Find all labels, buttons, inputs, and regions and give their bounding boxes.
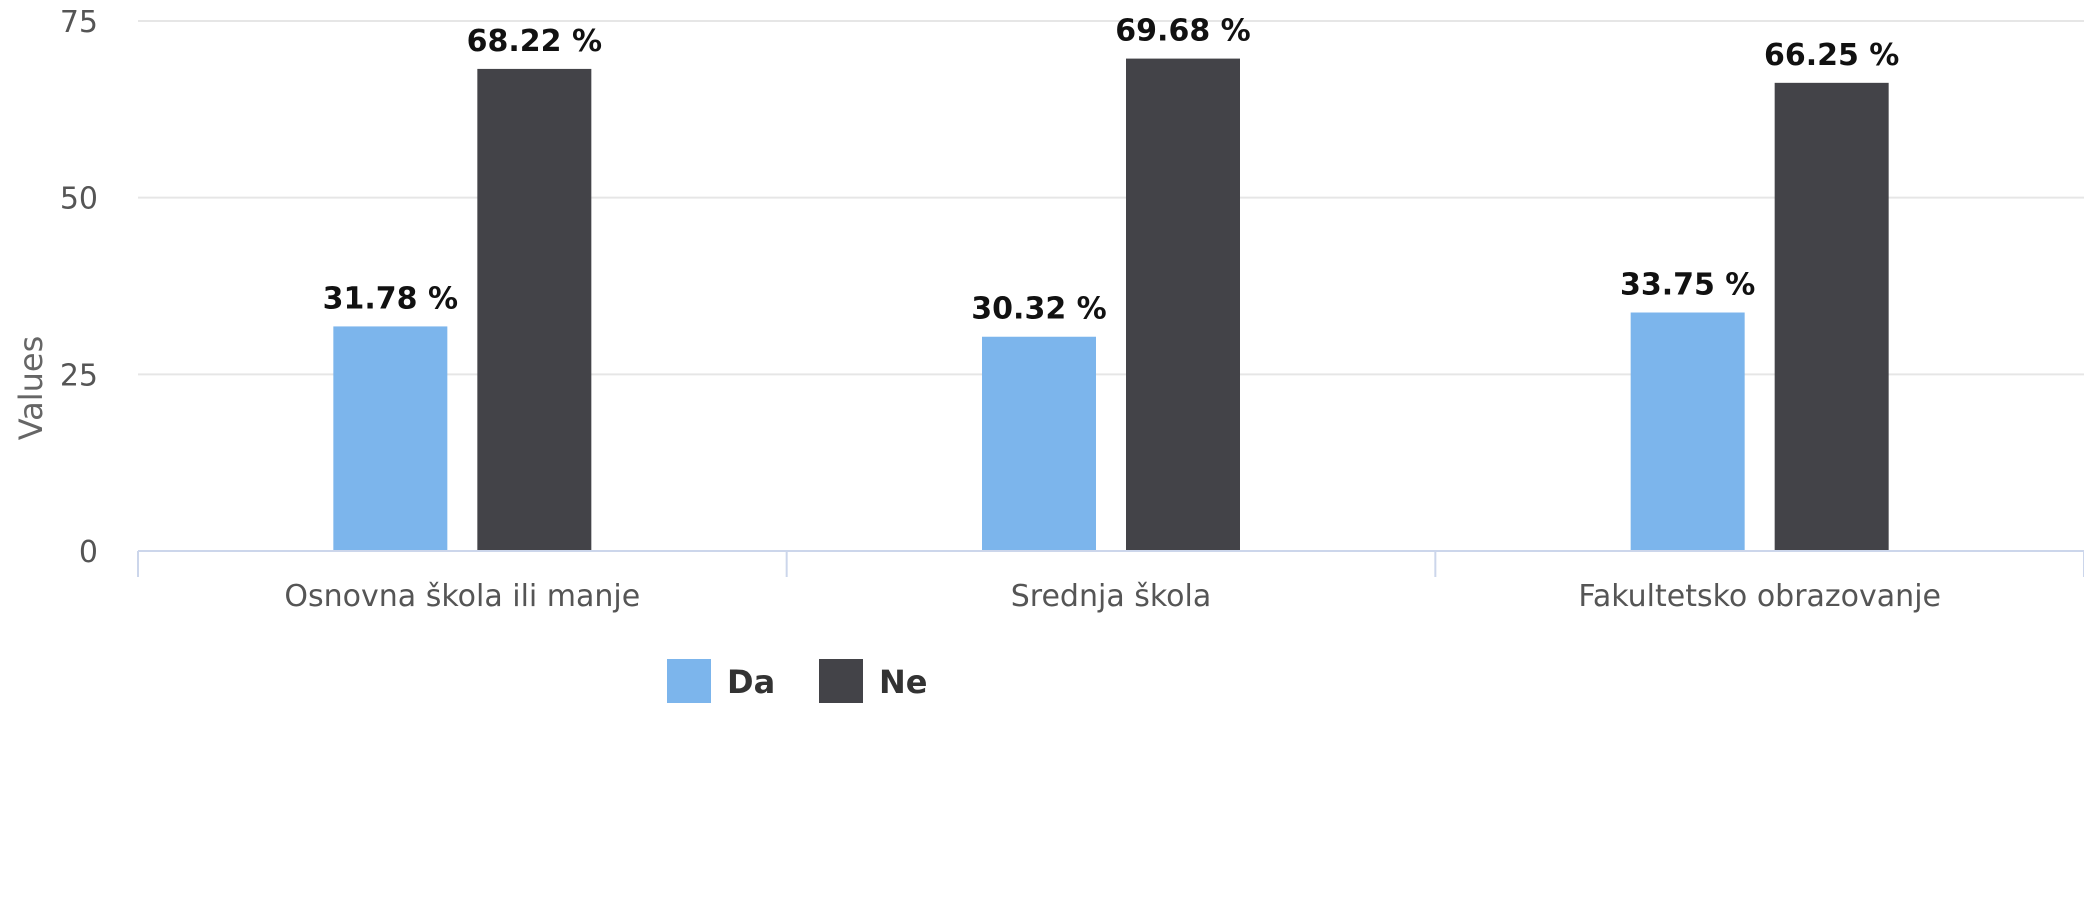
data-labels: 31.78 % 30.32 % 33.75 % 68.22 % 69.68 % 66.25… xyxy=(323,14,1900,327)
legend-swatch-da[interactable] xyxy=(667,659,711,703)
data-label: 33.75 % xyxy=(1620,268,1755,303)
y-axis-title: Values xyxy=(12,336,50,441)
y-tick-label: 25 xyxy=(60,358,98,393)
x-tick-label: Srednja škola xyxy=(1011,579,1212,614)
legend-swatch-ne[interactable] xyxy=(819,659,863,703)
bars xyxy=(333,58,1889,552)
x-tick-label: Osnovna škola ili manje xyxy=(284,579,640,614)
data-label: 31.78 % xyxy=(323,281,458,316)
legend: Da Ne xyxy=(667,659,927,703)
data-label: 68.22 % xyxy=(467,24,602,59)
bar-ne-3[interactable] xyxy=(1774,82,1889,551)
bar-da-2[interactable] xyxy=(982,336,1096,551)
data-label: 66.25 % xyxy=(1764,38,1899,73)
x-axis: Osnovna škola ili manje Srednja škola Faku… xyxy=(137,550,2084,614)
legend-label-da[interactable]: Da xyxy=(727,663,775,701)
legend-label-ne[interactable]: Ne xyxy=(879,663,927,701)
y-tick-label: 75 xyxy=(60,5,98,40)
y-tick-label: 50 xyxy=(60,182,98,217)
bar-da-1[interactable] xyxy=(333,326,448,551)
y-tick-label: 0 xyxy=(79,535,98,570)
x-tick-label: Fakultetsko obrazovanje xyxy=(1578,579,1941,614)
bar-da-3[interactable] xyxy=(1630,312,1745,552)
data-label: 30.32 % xyxy=(971,292,1106,327)
y-axis: 0 25 50 75 xyxy=(60,5,98,570)
data-label: 69.68 % xyxy=(1115,14,1250,49)
bar-ne-1[interactable] xyxy=(477,68,592,552)
bar-ne-2[interactable] xyxy=(1126,58,1240,551)
grid-lines xyxy=(138,20,2084,376)
